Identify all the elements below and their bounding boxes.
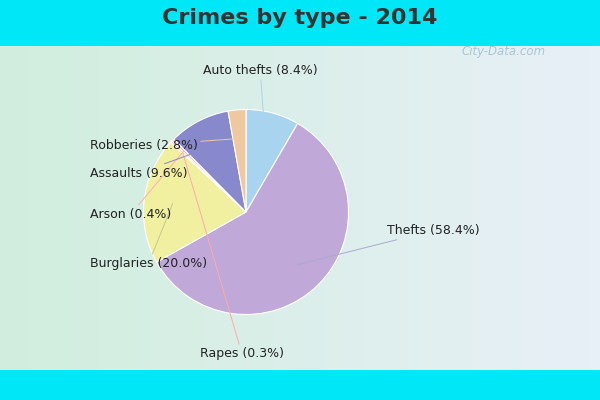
Wedge shape [143,142,246,262]
Text: Thefts (58.4%): Thefts (58.4%) [298,224,480,265]
Wedge shape [246,110,298,212]
Text: Auto thefts (8.4%): Auto thefts (8.4%) [203,64,317,141]
Text: Crimes by type - 2014: Crimes by type - 2014 [163,8,437,28]
Text: City-Data.com: City-Data.com [462,46,546,58]
Wedge shape [174,111,246,212]
Wedge shape [228,110,246,212]
Text: Burglaries (20.0%): Burglaries (20.0%) [90,203,208,270]
Text: Robberies (2.8%): Robberies (2.8%) [90,138,239,152]
Wedge shape [171,141,246,212]
Text: Arson (0.4%): Arson (0.4%) [90,151,184,220]
Text: Rapes (0.3%): Rapes (0.3%) [182,152,284,360]
Wedge shape [172,139,246,212]
Wedge shape [157,124,349,314]
Text: Assaults (9.6%): Assaults (9.6%) [90,146,212,180]
